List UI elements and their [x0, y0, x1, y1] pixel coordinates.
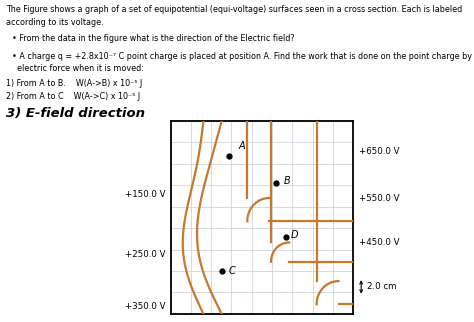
Text: B: B	[284, 175, 291, 186]
Text: 1) From A to B.    W(A->B) x 10⁻⁵ J: 1) From A to B. W(A->B) x 10⁻⁵ J	[6, 79, 142, 88]
Text: C: C	[229, 266, 236, 277]
Text: D: D	[291, 230, 299, 240]
Text: 3) E-field direction: 3) E-field direction	[6, 107, 145, 120]
Text: The Figure shows a graph of a set of equipotential (equi-voltage) surfaces seen : The Figure shows a graph of a set of equ…	[6, 5, 462, 14]
Text: 2) From A to C    W(A->C) x 10⁻⁵ J: 2) From A to C W(A->C) x 10⁻⁵ J	[6, 92, 140, 101]
Text: A: A	[238, 141, 245, 151]
Text: +650.0 V: +650.0 V	[359, 147, 399, 156]
Text: +250.0 V: +250.0 V	[126, 250, 166, 259]
Text: according to its voltage.: according to its voltage.	[6, 18, 103, 27]
Text: 2.0 cm: 2.0 cm	[367, 282, 397, 291]
Text: electric force when it is moved:: electric force when it is moved:	[12, 64, 144, 73]
Text: +150.0 V: +150.0 V	[126, 190, 166, 199]
Text: • From the data in the figure what is the direction of the Electric field?: • From the data in the figure what is th…	[12, 34, 294, 43]
Text: +350.0 V: +350.0 V	[126, 302, 166, 311]
Text: • A charge q = +2.8x10⁻⁷ C point charge is placed at position A. Find the work t: • A charge q = +2.8x10⁻⁷ C point charge …	[12, 52, 474, 61]
Text: +550.0 V: +550.0 V	[359, 194, 399, 203]
Text: +450.0 V: +450.0 V	[359, 238, 399, 247]
